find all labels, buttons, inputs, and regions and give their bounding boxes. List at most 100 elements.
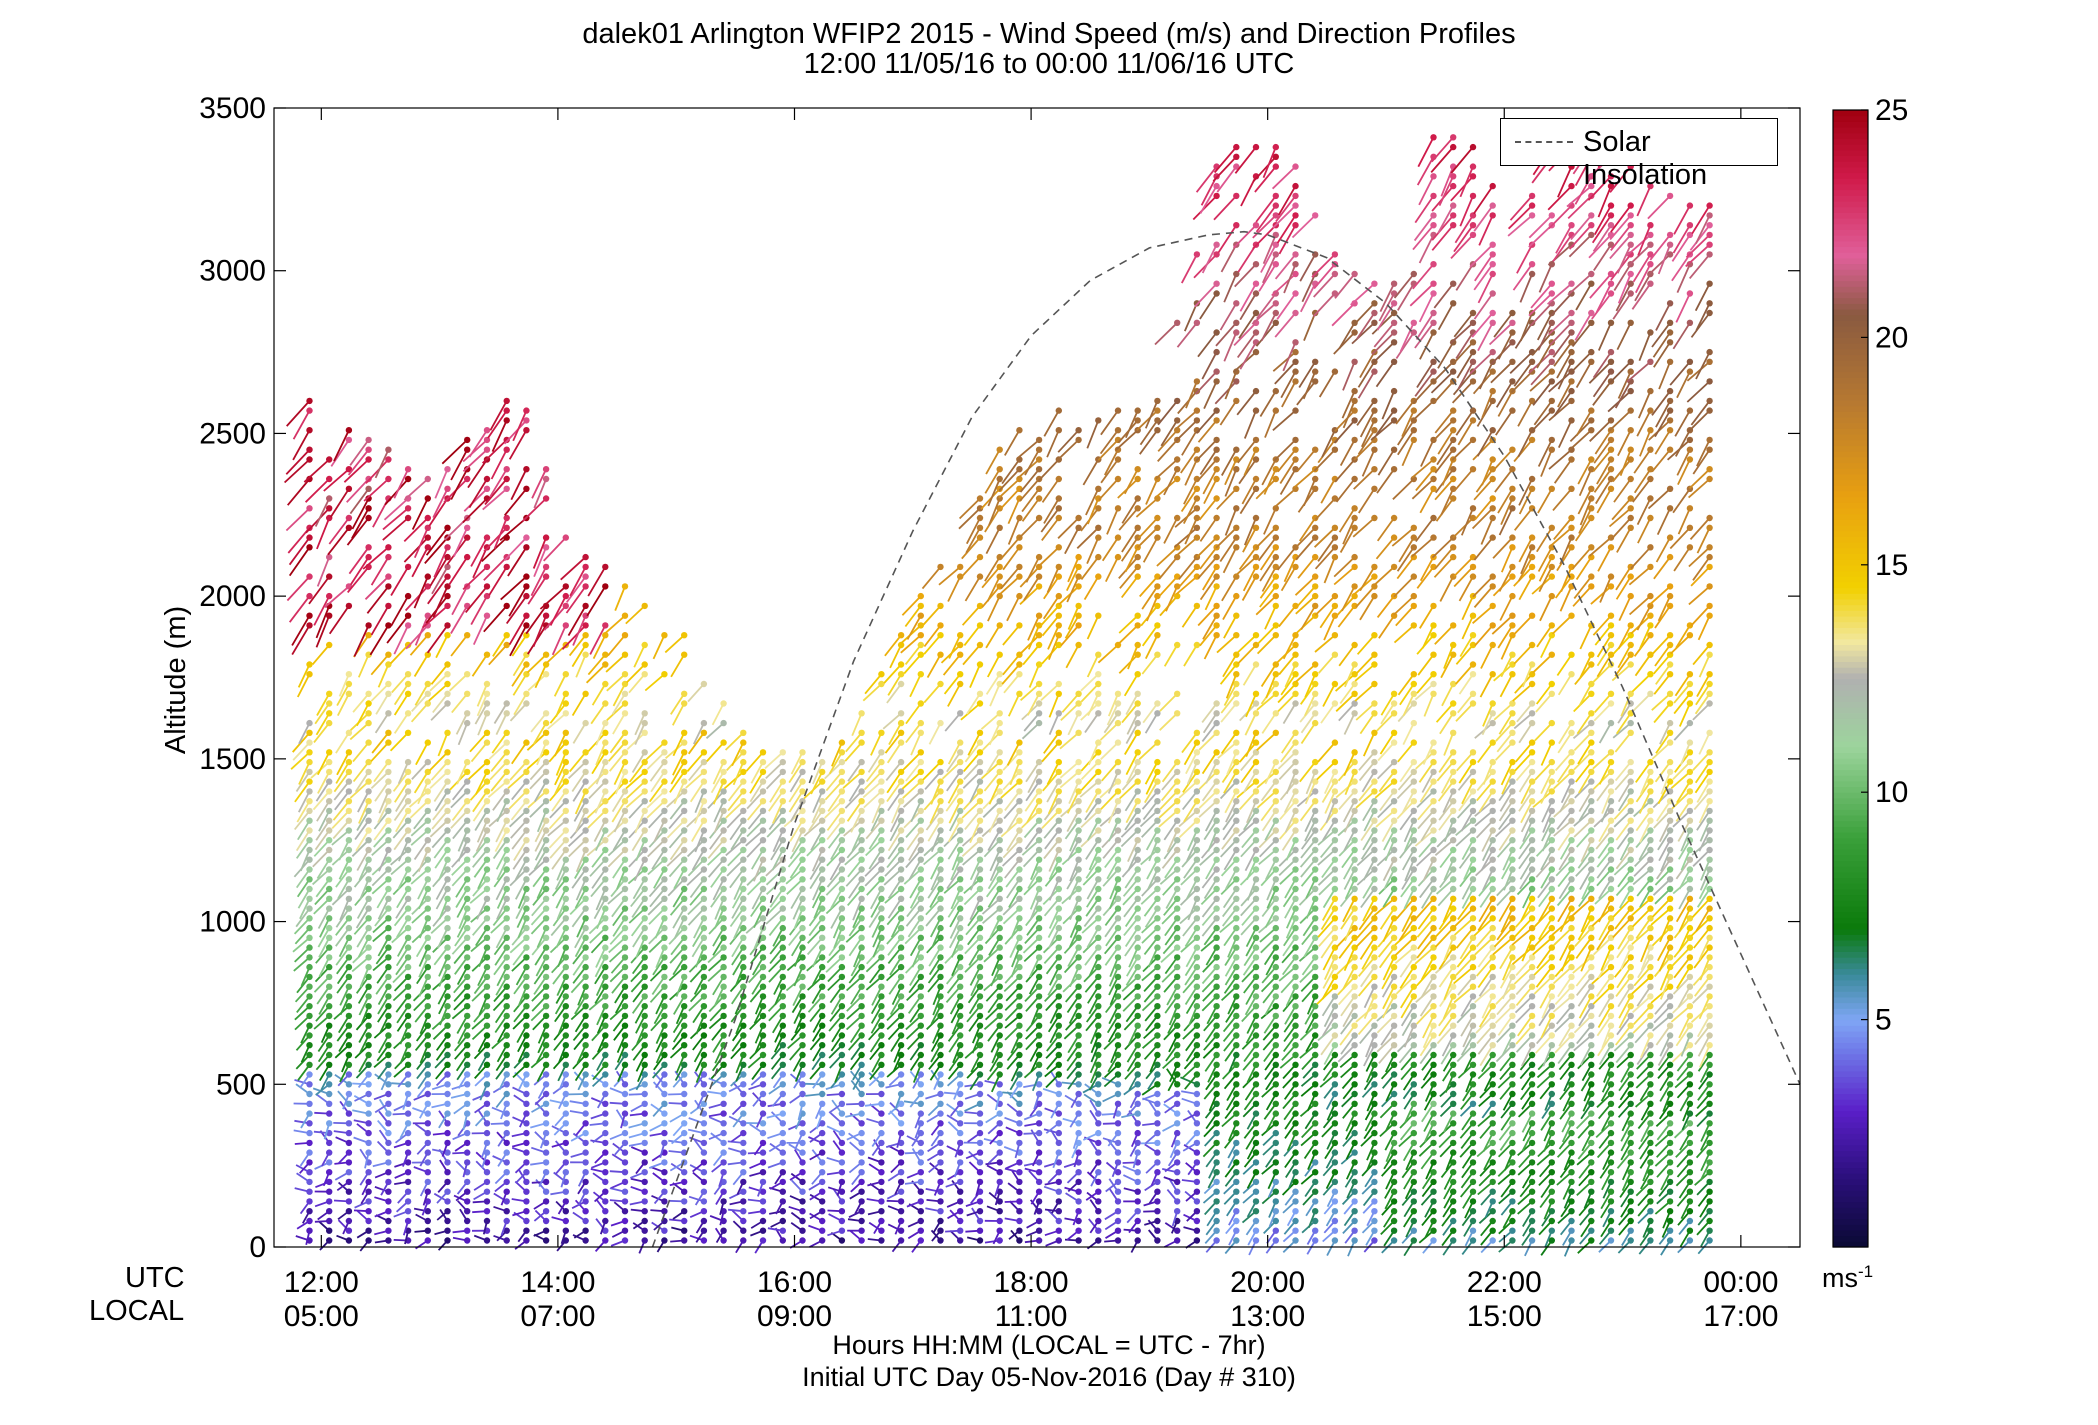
wind-barb-shaft <box>1006 1044 1021 1062</box>
wind-barb-point <box>976 1022 984 1029</box>
wind-barb-point <box>1035 856 1043 863</box>
wind-barb-shaft <box>355 976 370 994</box>
wind-barb-point <box>957 954 964 961</box>
wind-barb-shaft <box>964 956 981 973</box>
wind-barb-point <box>681 876 688 883</box>
wind-barb-shaft <box>768 917 784 936</box>
wind-barb-shaft <box>396 1005 409 1024</box>
wind-barb-point <box>523 661 530 668</box>
wind-barb-shaft <box>733 878 745 900</box>
wind-barb-shaft <box>694 800 705 824</box>
wind-barb-point <box>464 895 471 902</box>
wind-barb-shaft <box>507 771 527 789</box>
wind-barb-shaft <box>686 868 705 887</box>
wind-barb-shaft <box>651 976 666 996</box>
wind-barb-point <box>483 1071 491 1078</box>
wind-barb-point <box>404 1061 412 1069</box>
wind-barb-point <box>582 895 589 902</box>
wind-barb-point <box>838 876 846 883</box>
wind-barb-shaft <box>609 966 626 983</box>
wind-barb-shaft <box>390 566 409 596</box>
wind-barb-point <box>740 1100 747 1108</box>
wind-barb-shaft <box>807 927 823 944</box>
wind-barb-point <box>306 963 313 971</box>
wind-barb-point <box>996 446 1003 453</box>
wind-barb-point <box>542 739 550 746</box>
wind-barb-point <box>444 602 451 610</box>
wind-barb-point <box>917 700 924 707</box>
wind-barb-point <box>483 1042 491 1049</box>
wind-barb-point <box>326 592 333 600</box>
wind-barb-point <box>858 885 865 893</box>
wind-barb-point <box>1016 1129 1023 1137</box>
wind-barb-point <box>464 632 471 639</box>
wind-barb-point <box>385 1227 392 1234</box>
wind-barb-point <box>483 915 491 922</box>
wind-barb-point <box>542 671 550 678</box>
wind-barb-point <box>621 700 629 707</box>
wind-barb-point <box>345 1139 353 1147</box>
wind-barb-point <box>582 973 589 981</box>
wind-barb-shaft <box>472 878 488 897</box>
wind-barb-shaft <box>731 986 745 1005</box>
wind-barb-point <box>1035 710 1043 717</box>
wind-barb-shaft <box>572 947 587 965</box>
wind-barb-point <box>621 729 629 736</box>
wind-barb-shaft <box>418 976 429 997</box>
wind-barb-point <box>1035 1032 1043 1039</box>
wind-barb-point <box>897 944 905 951</box>
wind-barb-point <box>562 876 569 883</box>
wind-barb-point <box>858 1188 865 1195</box>
wind-barb-point <box>1055 1188 1063 1195</box>
wind-barb-point <box>621 768 629 776</box>
wind-barb-point <box>976 534 984 541</box>
wind-barb-shaft <box>557 947 567 968</box>
wind-barb-point <box>976 924 984 932</box>
wind-barb-point <box>897 1198 905 1205</box>
wind-barb-point <box>681 778 688 785</box>
wind-barb-shaft <box>398 839 409 862</box>
wind-barb-point <box>326 758 333 766</box>
wind-barb-shaft <box>712 878 725 901</box>
wind-barb-point <box>661 1090 668 1098</box>
wind-barb-shaft <box>469 781 488 801</box>
wind-barb-point <box>365 544 372 551</box>
wind-barb-shaft <box>672 1025 685 1043</box>
wind-barb-point <box>996 758 1003 766</box>
wind-barb-shaft <box>357 986 370 1004</box>
wind-barb-point <box>957 758 964 766</box>
wind-barb-shaft <box>990 966 1001 987</box>
wind-barb-point <box>976 973 984 981</box>
wind-barb-point <box>306 456 313 463</box>
wind-barb-point <box>641 827 648 834</box>
wind-barb-point <box>464 924 471 932</box>
wind-barb-point <box>424 495 431 502</box>
wind-barb-point <box>602 817 609 824</box>
wind-barb-point <box>523 944 530 951</box>
wind-barb-shaft <box>628 673 646 694</box>
wind-barb-shaft <box>883 868 902 886</box>
wind-barb-point <box>582 788 589 795</box>
wind-barb-shaft <box>830 839 843 861</box>
wind-barb-point <box>503 1100 510 1108</box>
wind-barb-point <box>621 905 629 912</box>
wind-barb-point <box>1016 963 1023 971</box>
wind-barb-shaft <box>689 888 705 906</box>
wind-barb-shaft <box>712 937 725 956</box>
wind-barb-shaft <box>791 830 804 853</box>
wind-barb-point <box>1075 641 1082 649</box>
wind-barb-shaft <box>596 908 607 930</box>
wind-barb-point <box>444 544 451 551</box>
wind-barb-point <box>444 485 451 492</box>
wind-barb-shaft <box>969 859 981 881</box>
wind-barb-point <box>365 973 372 981</box>
wind-barb-point <box>424 983 431 990</box>
wind-barb-point <box>503 768 510 776</box>
wind-barb-shaft <box>733 917 745 939</box>
wind-barb-point <box>720 1129 727 1137</box>
wind-barb-point <box>957 680 964 688</box>
wind-barb-shaft <box>713 800 725 823</box>
wind-barb-point <box>621 1061 629 1069</box>
wind-barb-shaft <box>414 683 429 706</box>
wind-barb-point <box>1055 807 1063 815</box>
